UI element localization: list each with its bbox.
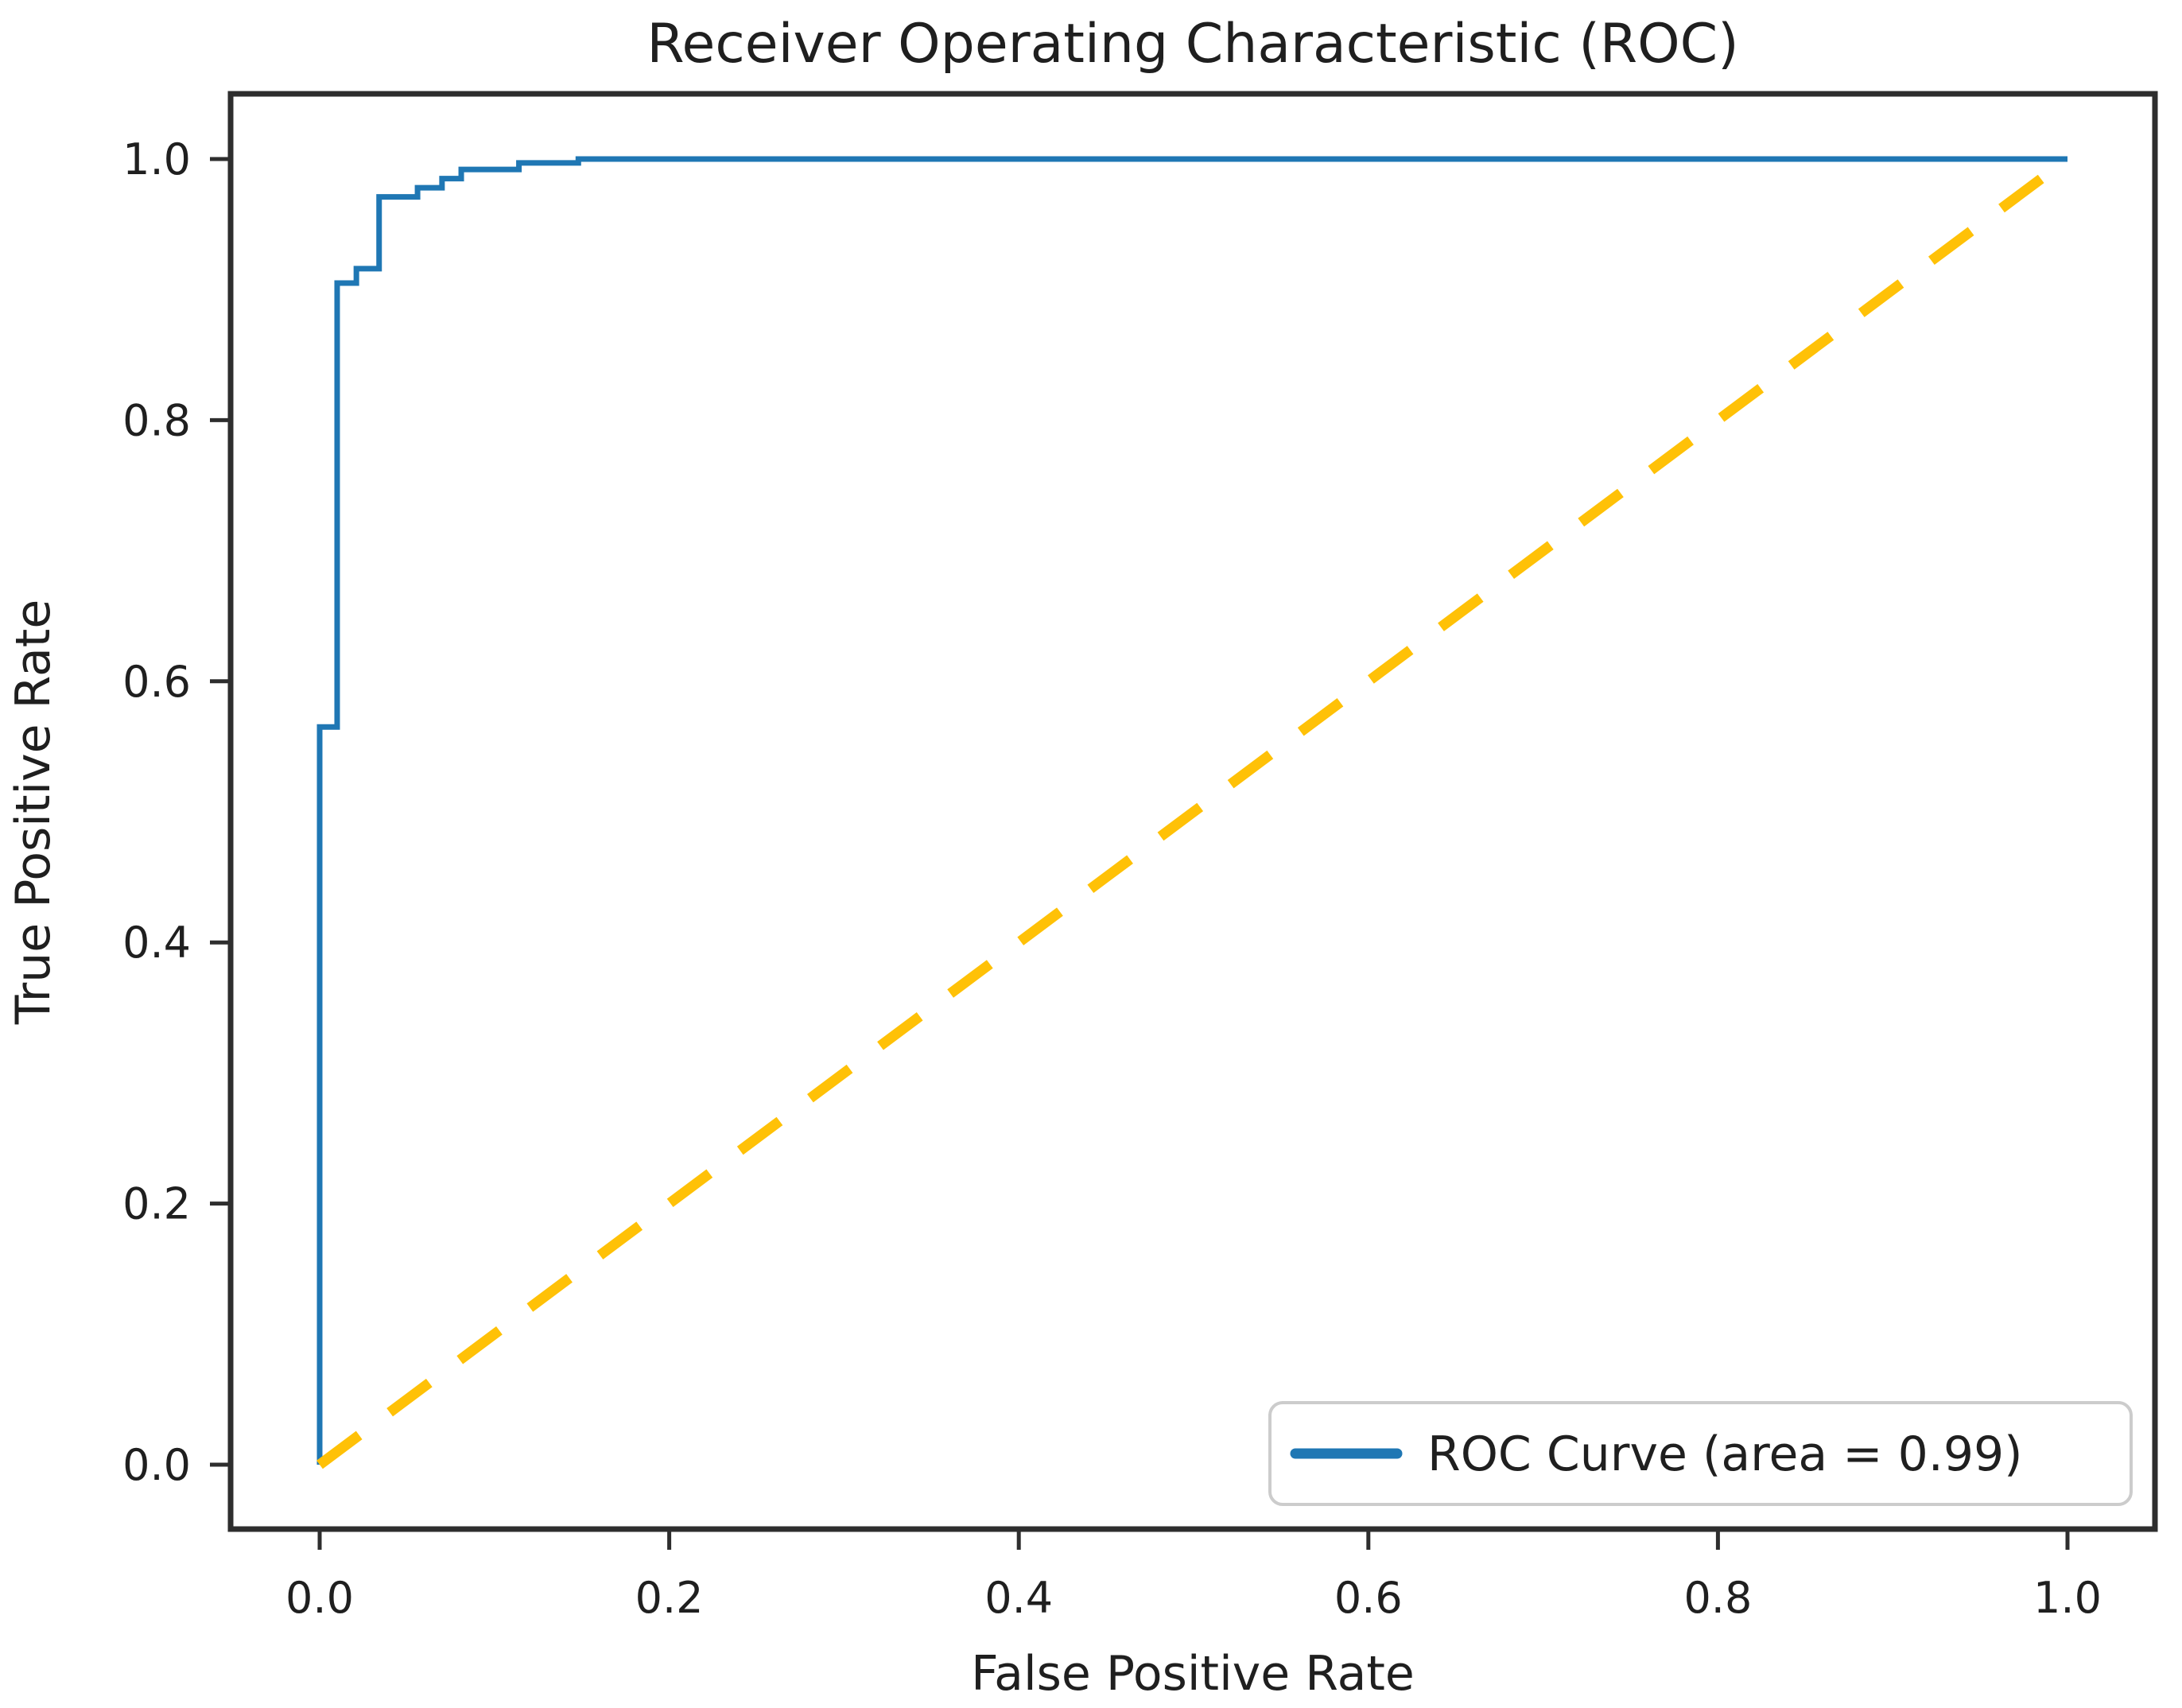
x-tick-label: 0.6: [1334, 1573, 1403, 1623]
chart-title: Receiver Operating Characteristic (ROC): [646, 13, 1738, 76]
x-tick-label: 1.0: [2033, 1573, 2102, 1623]
legend-label: ROC Curve (area = 0.99): [1427, 1427, 2023, 1482]
chance-diagonal-line: [316, 154, 2071, 1469]
y-tick-label: 0.8: [122, 395, 191, 445]
x-tick-label: 0.8: [1683, 1573, 1752, 1623]
roc-curve-line: [316, 156, 2067, 1465]
x-tick-label: 0.0: [285, 1573, 354, 1623]
series-layer: [316, 154, 2071, 1469]
y-tick-label: 1.0: [122, 134, 191, 184]
y-tick-label: 0.0: [122, 1440, 191, 1490]
axes-layer: 0.0 0.2 0.4 0.6 0.8 1.0 0.0 0.2 0.4 0.6 0.8 1.0: [122, 91, 2158, 1623]
y-tick-label: 0.4: [122, 918, 191, 968]
y-tick-label: 0.6: [122, 657, 191, 707]
x-tick-label: 0.4: [984, 1573, 1053, 1623]
legend-box: [1268, 1401, 2133, 1506]
y-tick-label: 0.2: [122, 1179, 191, 1229]
x-tick-label: 0.2: [635, 1573, 704, 1623]
legend: ROC Curve (area = 0.99): [1268, 1401, 2133, 1506]
x-axis-label: False Positive Rate: [971, 1646, 1415, 1702]
y-axis-label: True Positive Rate: [6, 600, 61, 1025]
